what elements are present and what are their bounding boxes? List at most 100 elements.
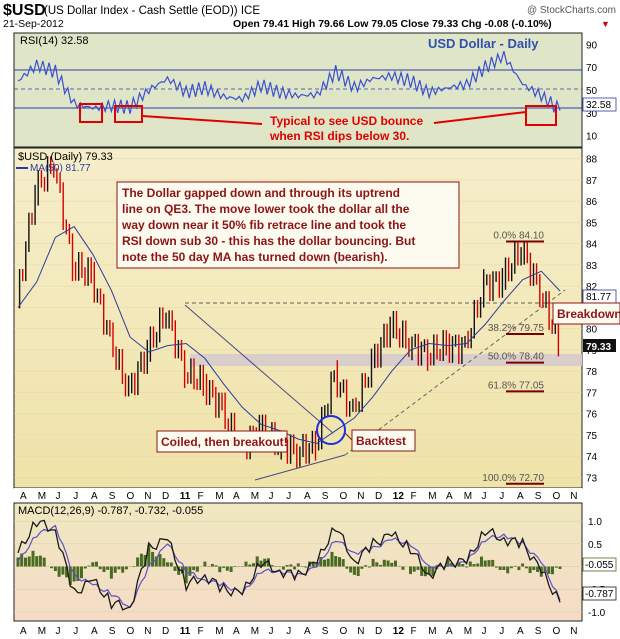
macd-hist-bar (31, 550, 35, 567)
macd-hist-bar (143, 555, 147, 567)
macd-hist-bar (83, 566, 87, 569)
x-tick-label-2: J (56, 626, 61, 637)
x-tick-label-0: A (20, 491, 27, 502)
x-tick-label-18: O (340, 626, 348, 637)
rsi-arrow-line-right (433, 111, 527, 124)
x-tick-label-1: M (38, 491, 46, 502)
macd-value: -0.787 (585, 589, 614, 600)
x-tick-label-29: S (535, 491, 542, 502)
macd-hist-bar (244, 561, 248, 567)
macd-hist-bar (528, 566, 532, 574)
price-tick-label-3: 76 (586, 410, 598, 421)
macd-hist-bar (300, 566, 304, 567)
macd-hist-bar (304, 566, 308, 568)
x-tick-label-3: J (73, 626, 78, 637)
macd-hist-bar (558, 566, 562, 569)
x-tick-label-16: A (304, 626, 311, 637)
ma50-line (17, 225, 561, 444)
x-tick-label-15: J (286, 626, 291, 637)
x-tick-label-27: J (499, 626, 504, 637)
header-date: 21-Sep-2012 (3, 18, 64, 30)
macd-hist-bar (498, 566, 502, 570)
x-tick-label-13: M (251, 491, 259, 502)
macd-hist-bar (210, 564, 214, 567)
macd-hist-bar (154, 556, 158, 567)
macd-hist-bar (293, 566, 297, 570)
x-tick-label-8: D (162, 626, 169, 637)
macd-hist-bar (457, 562, 461, 567)
x-tick-label-25: M (464, 626, 472, 637)
commentary-line-4: RSI down sub 30 - this has the dollar bo… (122, 234, 415, 248)
macd-hist-bar (259, 560, 263, 567)
rsi-tick-label-1: 30 (586, 109, 598, 120)
x-tick-label-26: J (482, 491, 487, 502)
macd-hist-bar (57, 566, 61, 577)
macd-legend: MACD(12,26,9) -0.787, -0.732, -0.055 (18, 505, 203, 517)
x-tick-label-19: N (357, 491, 364, 502)
fib-label-3: 61.8% 77.05 (488, 380, 545, 391)
macd-hist-bar (24, 557, 27, 567)
macd-hist-bar (394, 560, 397, 567)
x-tick-label-31: N (570, 626, 577, 637)
macd-hist-bar (513, 565, 517, 567)
x-tick-label-18: O (340, 491, 348, 502)
price-x-axis: A M J J A S O N D 11 F M A M J J A S O N D 12 F M A M J J A S O N (20, 491, 578, 502)
rsi-last-value-tag (582, 97, 617, 112)
breakout-circle (316, 415, 346, 445)
macd-hist-bar (38, 555, 42, 567)
macd-hist-bar (296, 563, 300, 567)
macd-hist-bar (233, 566, 237, 567)
x-tick-label-7: N (144, 491, 151, 502)
rsi-arrow-line-left (141, 115, 263, 125)
macd-hist-bar (371, 558, 375, 567)
macd-hist-bar (184, 566, 188, 584)
macd-hist-bar (274, 566, 278, 567)
macd-hist-bar (491, 559, 495, 567)
macd-hist-bar (551, 566, 554, 575)
macd-hist-bar (20, 553, 24, 567)
commentary-line-3: way down near it 50% fib retrace line an… (121, 218, 406, 232)
macd-hist-bar (409, 566, 412, 575)
x-tick-label-24: A (446, 491, 453, 502)
price-tick-label-14: 87 (586, 176, 598, 187)
price-xaxis-band (14, 488, 582, 502)
x-tick-label-14: J (269, 626, 274, 637)
macd-hist-bar (132, 566, 136, 567)
commentary-box (116, 181, 460, 269)
macd-hist-bar (536, 566, 540, 572)
macd-hist-bar (98, 566, 102, 570)
x-tick-label-23: M (428, 491, 436, 502)
macd-hist-bar (349, 566, 353, 573)
macd-hist-bar (240, 566, 244, 567)
macd-hist-bar (80, 566, 83, 579)
macd-hist-bar (289, 564, 293, 567)
macd-hist-bar (151, 551, 155, 567)
macd-hist-bar (375, 562, 379, 567)
macd-hist-bar (91, 562, 95, 567)
x-tick-label-11: M (215, 491, 223, 502)
rsi-highlight-box-2 (114, 105, 143, 123)
x-tick-label-9: 11 (180, 491, 191, 502)
macd-hist-bar (252, 563, 255, 567)
macd-hist-bar (345, 566, 349, 569)
x-tick-label-21: 12 (393, 491, 405, 502)
macd-hist-bar (438, 565, 442, 567)
x-tick-label-19: N (357, 626, 364, 637)
ticker-name: (US Dollar Index - Cash Settle (EOD)) IC… (44, 5, 260, 17)
macd-hist-bar (61, 566, 65, 575)
rsi-panel (13, 32, 583, 148)
macd-hist-bar (53, 566, 57, 571)
macd-hist-bar (431, 566, 435, 576)
macd-hist-bar (487, 560, 491, 567)
commentary-text: The Dollar gapped down and through its u… (121, 186, 415, 264)
macd-hist-bar (214, 565, 218, 567)
rsi-last-value: 32.58 (586, 100, 611, 111)
x-tick-label-30: O (553, 626, 561, 637)
x-tick-label-14: J (269, 491, 274, 502)
rsi-highlight-box-1 (79, 103, 103, 123)
price-tick-label-2: 75 (586, 431, 598, 442)
macd-hist-bar (192, 566, 196, 571)
macd-hist-bar (113, 566, 117, 573)
x-tick-label-23: M (428, 626, 436, 637)
macd-hist-bar (547, 566, 551, 574)
